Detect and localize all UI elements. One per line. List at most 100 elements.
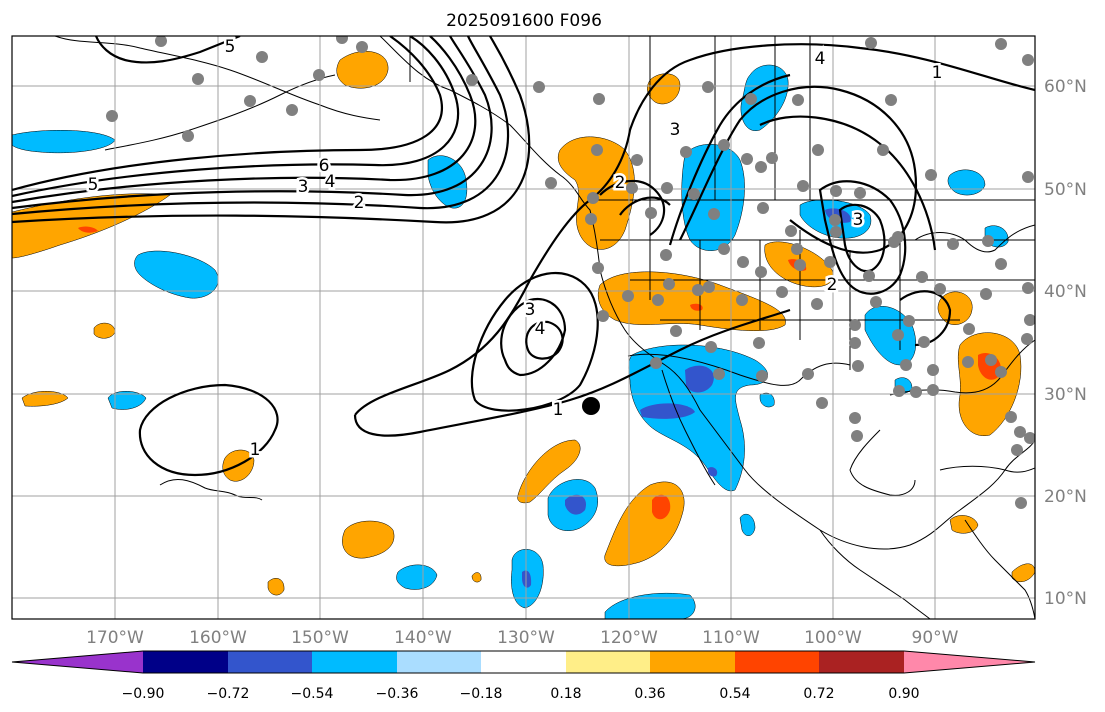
station-dot bbox=[592, 262, 604, 274]
lat-label: 30°N bbox=[1044, 385, 1087, 405]
station-dot bbox=[286, 104, 298, 116]
station-dot bbox=[753, 337, 765, 349]
map-title: 2025091600 F096 bbox=[446, 11, 602, 31]
station-dot bbox=[892, 231, 904, 243]
map-frame bbox=[11, 35, 1036, 620]
strong-negative-core bbox=[685, 365, 714, 393]
colorbar-tick-label: −0.90 bbox=[122, 686, 165, 702]
contour-label: 4 bbox=[535, 319, 546, 339]
contour-label: 3 bbox=[298, 177, 309, 197]
station-dot bbox=[631, 154, 643, 166]
positive-anomaly-area bbox=[647, 73, 681, 105]
station-dot bbox=[995, 366, 1007, 378]
station-dot bbox=[863, 270, 875, 282]
colorbar-tick-label: −0.18 bbox=[460, 686, 503, 702]
longitude-labels: 170°W 160°W 150°W 140°W 130°W 120°W 110°… bbox=[86, 628, 959, 648]
station-dot bbox=[785, 225, 797, 237]
station-dot bbox=[811, 298, 823, 310]
station-dot bbox=[622, 290, 634, 302]
strong-negative-core bbox=[565, 494, 586, 515]
lon-label: 160°W bbox=[189, 628, 247, 648]
station-dot bbox=[155, 36, 167, 47]
station-dot bbox=[816, 397, 828, 409]
station-dot bbox=[652, 294, 664, 306]
strong-negative-core bbox=[707, 467, 718, 477]
positive-anomaly-area bbox=[517, 439, 581, 504]
station-dot bbox=[708, 208, 720, 220]
negative-anomaly-area bbox=[396, 564, 438, 590]
station-dot bbox=[591, 144, 603, 156]
station-dot bbox=[645, 207, 657, 219]
station-dot bbox=[702, 81, 714, 93]
contour-label: 2 bbox=[827, 275, 838, 295]
contour-label: 6 bbox=[319, 156, 330, 176]
station-dot bbox=[736, 294, 748, 306]
station-dot bbox=[910, 386, 922, 398]
station-dot bbox=[661, 182, 673, 194]
station-dot bbox=[1024, 314, 1035, 326]
contour-label: 4 bbox=[815, 49, 826, 69]
station-dot bbox=[585, 213, 597, 225]
colorbar-segment bbox=[650, 651, 735, 673]
positive-anomaly-area bbox=[597, 271, 786, 332]
station-dot bbox=[256, 51, 268, 63]
station-dot bbox=[466, 74, 478, 86]
station-dot bbox=[545, 177, 557, 189]
station-dot bbox=[1021, 333, 1033, 345]
station-dot bbox=[670, 325, 682, 337]
colorbar-segment bbox=[143, 651, 228, 673]
colorbar-tick-labels: −0.90 −0.72 −0.54 −0.36 −0.18 0.18 0.36 … bbox=[122, 686, 920, 702]
colorbar-segment bbox=[228, 651, 312, 673]
station-dot bbox=[1014, 426, 1026, 438]
lon-label: 110°W bbox=[702, 628, 760, 648]
station-dot bbox=[182, 130, 194, 142]
station-dot bbox=[851, 430, 863, 442]
positive-anomaly-area bbox=[21, 391, 69, 407]
colorbar-tick-label: 0.36 bbox=[634, 686, 665, 702]
lat-label: 40°N bbox=[1044, 282, 1087, 302]
colorbar-segment bbox=[819, 651, 904, 673]
station-dot bbox=[849, 337, 861, 349]
station-dot bbox=[916, 271, 928, 283]
negative-anomaly-area bbox=[604, 592, 696, 619]
lon-label: 170°W bbox=[86, 628, 144, 648]
station-dot bbox=[663, 278, 675, 290]
station-dot bbox=[1005, 411, 1017, 423]
lat-label: 20°N bbox=[1044, 487, 1087, 507]
station-dot bbox=[755, 161, 767, 173]
station-dot bbox=[865, 37, 877, 49]
map-panel: 6 5 4 3 2 1 2 3 4 3 4 3 2 1 1 5 bbox=[12, 36, 1035, 619]
station-dot bbox=[854, 187, 866, 199]
contour-label: 1 bbox=[553, 400, 564, 420]
station-dot bbox=[587, 192, 599, 204]
station-dot bbox=[824, 256, 836, 268]
station-dot bbox=[812, 144, 824, 156]
station-dot bbox=[903, 315, 915, 327]
station-dot bbox=[797, 180, 809, 192]
station-dot bbox=[737, 256, 749, 268]
positive-anomaly-area bbox=[336, 51, 389, 89]
colorbar-tick-label: 0.90 bbox=[888, 686, 919, 702]
contour-label: 3 bbox=[853, 210, 864, 230]
negative-anomaly-area bbox=[759, 392, 775, 408]
station-dot bbox=[766, 152, 778, 164]
station-dot bbox=[892, 329, 904, 341]
colorbar-outline bbox=[11, 650, 1036, 674]
station-dot bbox=[900, 359, 912, 371]
colorbar-extend-high bbox=[904, 651, 1035, 673]
station-dot bbox=[982, 235, 994, 247]
station-dot bbox=[830, 185, 842, 197]
station-dot bbox=[356, 41, 368, 53]
station-dot bbox=[962, 356, 974, 368]
station-dot bbox=[650, 357, 662, 369]
storm-position-marker bbox=[582, 397, 600, 415]
station-dot bbox=[692, 284, 704, 296]
negative-anomaly-area bbox=[107, 391, 147, 410]
station-dot bbox=[755, 266, 767, 278]
contour-label: 3 bbox=[525, 300, 536, 320]
station-dot bbox=[745, 93, 757, 105]
station-dot bbox=[660, 249, 672, 261]
colorbar-segment bbox=[566, 651, 650, 673]
lat-label: 10°N bbox=[1044, 589, 1087, 609]
station-dot bbox=[680, 146, 692, 158]
